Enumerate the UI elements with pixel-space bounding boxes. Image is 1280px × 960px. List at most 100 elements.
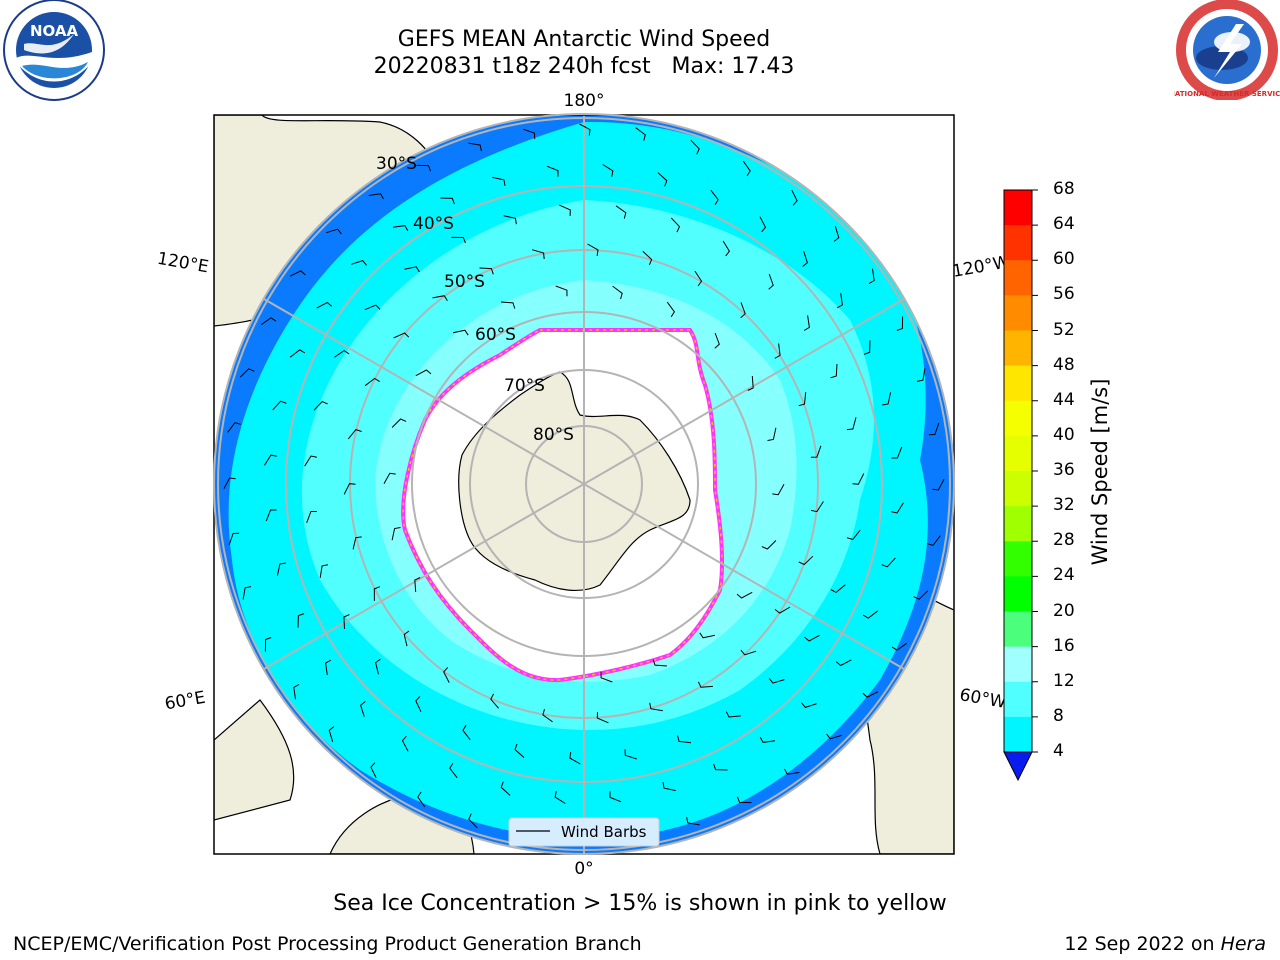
wind-barb [490, 693, 499, 709]
colorbar-segment [1004, 260, 1032, 296]
lon-label-120w: 120°W [951, 252, 1012, 282]
wind-barb [615, 205, 627, 219]
wind-barb [881, 557, 896, 568]
wind-barb [826, 733, 842, 740]
wind-barb [306, 511, 317, 523]
wind-barb [612, 285, 623, 300]
wind-barb [742, 160, 751, 177]
colorbar-tick-label: 16 [1053, 635, 1075, 656]
colorbar-segment [1004, 681, 1032, 718]
lon-label-0: 0° [574, 859, 593, 879]
wind-barb [364, 304, 381, 311]
colorbar-segment [1004, 506, 1032, 542]
wind-barb [784, 768, 800, 775]
wind-barb [725, 711, 741, 718]
wind-barb [694, 270, 703, 287]
wind-barb [297, 613, 305, 628]
wind-barb [392, 225, 409, 232]
wind-barb [836, 292, 843, 309]
wind-barb [370, 762, 377, 779]
wind-barb [609, 791, 622, 803]
wind-barb [383, 472, 396, 485]
wind-barb [602, 164, 614, 177]
wind-barb [479, 267, 494, 275]
wind-barb [833, 226, 840, 242]
wind-barb [500, 781, 511, 796]
wind-barb [546, 165, 559, 177]
colorbar-segment [1004, 471, 1032, 507]
wind-barb [761, 540, 777, 550]
wind-barb [352, 536, 362, 550]
wind-barb [891, 502, 904, 514]
wind-barb [228, 532, 240, 546]
title-line-2: 20220831 t18z 240h fcst Max: 17.43 [373, 54, 795, 79]
colorbar-tick-label: 8 [1053, 705, 1064, 726]
wind-barb [326, 228, 342, 235]
colorbar-tick-label: 52 [1053, 319, 1075, 340]
colorbar-segment [1004, 716, 1032, 753]
wind-barb [635, 127, 646, 141]
wind-barb [415, 369, 432, 377]
wind-barb [514, 743, 525, 758]
wind-barb [798, 392, 807, 407]
wind-barb [401, 735, 409, 752]
colorbar-segment [1004, 576, 1032, 612]
wind-barb [916, 368, 926, 382]
colorbar-tick-label: 4 [1053, 741, 1064, 761]
wind-barb [404, 266, 420, 273]
wind-barb [265, 509, 277, 522]
wind-barb [391, 418, 407, 428]
wind-barb [415, 696, 422, 712]
wind-barb [328, 726, 335, 742]
wind-barb [596, 712, 609, 724]
wind-barb [364, 377, 380, 387]
wind-barb [468, 142, 482, 152]
wind-barb [542, 708, 553, 723]
wind-barb [747, 375, 754, 391]
wind-barbs [223, 123, 945, 845]
wind-barb [759, 216, 767, 233]
nws-logo-text: NATIONAL WEATHER SERVICE [1174, 90, 1280, 98]
lon-label-60w: 60°W [958, 685, 1008, 713]
wind-barb [624, 749, 637, 760]
colorbar-tick-label: 68 [1053, 179, 1075, 199]
wind-barb [896, 316, 904, 331]
wind-barb [393, 332, 410, 339]
wind-barb [452, 329, 469, 336]
wind-barb [774, 343, 781, 359]
wind-barb [503, 215, 517, 225]
lon-label-60e: 60°E [163, 688, 207, 715]
lat-label-50s: 50°S [444, 272, 485, 292]
antarctica [401, 328, 725, 683]
wind-barb [403, 630, 410, 647]
wind-barb [316, 301, 333, 309]
colorbar [1003, 189, 1038, 782]
wind-barb [334, 349, 350, 358]
wind-barb [868, 268, 875, 284]
wind-barb [862, 610, 879, 619]
wind-barb [670, 217, 681, 233]
colorbar-tick-label: 24 [1053, 565, 1075, 586]
wind-barb [416, 164, 431, 172]
wind-barb [662, 782, 676, 792]
wind-barb [798, 555, 814, 566]
wind-barb [699, 632, 716, 639]
lon-label-120e: 120°E [156, 249, 210, 278]
wind-barb [774, 606, 791, 614]
wind-barb [714, 332, 720, 349]
wind-barb [835, 659, 852, 667]
wind-barb [260, 317, 277, 326]
wind-barb [351, 260, 367, 266]
wind-barb [293, 684, 300, 700]
wind-barb [587, 243, 599, 256]
colorbar-tick-label: 60 [1053, 249, 1075, 270]
wind-barb [768, 273, 774, 290]
noaa-logo-text: NOAA [30, 22, 79, 40]
wind-barb [414, 577, 421, 593]
colorbar-extend-arrow [1003, 751, 1033, 782]
wind-barb [740, 649, 757, 656]
wind-barb [501, 301, 516, 309]
wind-barb [810, 501, 824, 513]
colorbar-segment [1004, 330, 1032, 367]
wind-barb [863, 340, 871, 355]
